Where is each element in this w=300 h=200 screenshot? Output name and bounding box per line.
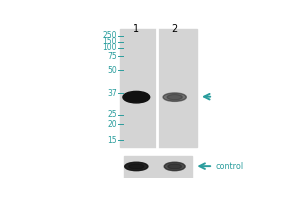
Text: 150: 150: [103, 37, 117, 46]
Bar: [124, 156, 192, 178]
Text: 2: 2: [172, 24, 178, 34]
Ellipse shape: [167, 94, 182, 100]
Ellipse shape: [125, 162, 148, 171]
Text: 50: 50: [107, 66, 117, 75]
Ellipse shape: [129, 164, 144, 169]
Ellipse shape: [131, 95, 142, 99]
Text: control: control: [215, 162, 244, 171]
Ellipse shape: [163, 93, 186, 101]
Text: 37: 37: [107, 89, 117, 98]
Bar: [120, 29, 197, 147]
Text: 1: 1: [133, 24, 140, 34]
Ellipse shape: [127, 93, 146, 101]
Text: 100: 100: [103, 43, 117, 52]
Ellipse shape: [123, 91, 150, 103]
Text: 250: 250: [103, 31, 117, 40]
Ellipse shape: [168, 164, 182, 169]
Text: 20: 20: [107, 120, 117, 129]
Text: 25: 25: [107, 110, 117, 119]
Text: 15: 15: [107, 136, 117, 145]
Text: 75: 75: [107, 52, 117, 61]
Ellipse shape: [164, 162, 185, 171]
